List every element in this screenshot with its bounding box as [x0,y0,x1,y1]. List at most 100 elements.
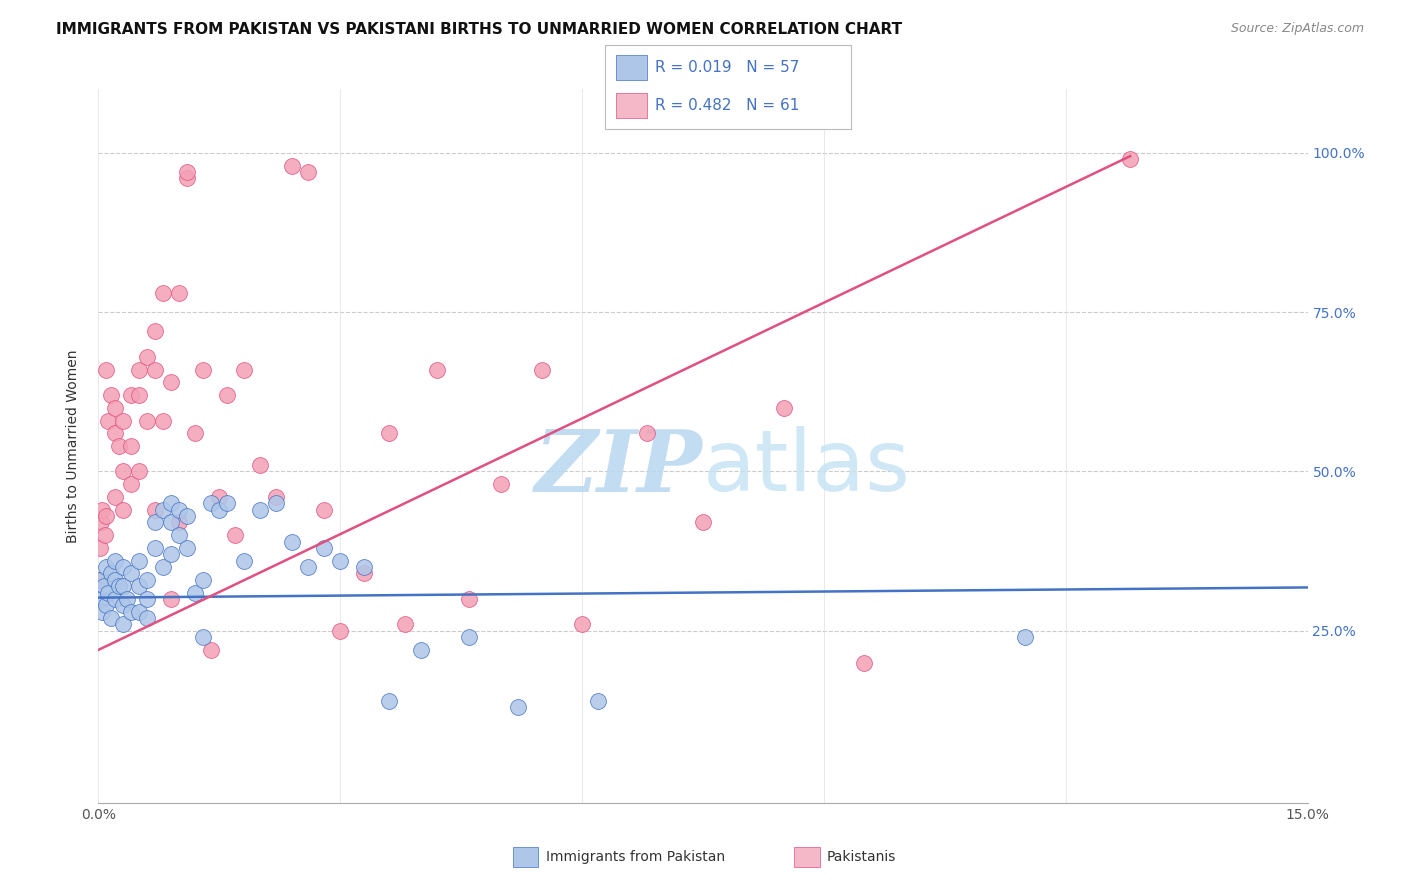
Point [184,426,207,441]
Point [107,579,129,593]
Point [103,401,125,415]
Point [176,171,198,186]
Point [91,502,114,516]
Point [115,591,138,606]
Point [353,560,375,574]
Point [409,643,432,657]
Point [152,502,174,516]
Point [160,496,183,510]
Point [167,516,190,530]
Point [264,496,287,510]
Point [160,376,183,390]
Point [314,541,336,555]
Point [100,611,122,625]
Point [96,509,118,524]
Text: R = 0.482   N = 61: R = 0.482 N = 61 [655,98,800,112]
Point [128,388,150,402]
Point [426,362,449,376]
Point [111,413,134,427]
Point [107,439,129,453]
Point [120,439,142,453]
Point [167,502,190,516]
Point [249,458,271,472]
Point [571,617,593,632]
Point [353,566,375,581]
Point [128,362,150,376]
Point [377,426,399,441]
Point [96,560,118,574]
Point [281,159,304,173]
Text: atlas: atlas [703,425,911,509]
Point [217,496,239,510]
Text: R = 0.019   N = 57: R = 0.019 N = 57 [655,61,800,75]
Y-axis label: Births to Unmarried Women: Births to Unmarried Women [66,350,80,542]
Point [636,426,658,441]
Point [152,560,174,574]
Point [135,413,157,427]
Point [111,502,134,516]
Point [1014,630,1036,644]
Point [232,362,254,376]
Point [200,643,222,657]
Point [93,579,115,593]
Point [135,611,157,625]
Point [530,362,553,376]
Point [491,477,513,491]
Point [394,617,416,632]
Point [111,617,134,632]
Point [314,502,336,516]
Point [135,573,157,587]
Point [176,509,198,524]
Point [100,388,122,402]
Point [128,579,150,593]
Text: ZIP: ZIP [536,425,703,509]
Text: Source: ZipAtlas.com: Source: ZipAtlas.com [1230,22,1364,36]
Point [853,656,876,670]
Text: IMMIGRANTS FROM PAKISTAN VS PAKISTANI BIRTHS TO UNMARRIED WOMEN CORRELATION CHAR: IMMIGRANTS FROM PAKISTAN VS PAKISTANI BI… [56,22,903,37]
Point [772,401,794,415]
Point [128,605,150,619]
Point [143,324,166,338]
Point [128,554,150,568]
Point [506,700,529,714]
Point [100,566,122,581]
Point [103,554,125,568]
Point [329,554,352,568]
Point [193,362,215,376]
Point [97,413,120,427]
Point [176,165,198,179]
Point [120,477,142,491]
Point [377,694,399,708]
Point [120,605,142,619]
Point [89,573,111,587]
Point [143,362,166,376]
Point [297,560,319,574]
Point [96,599,118,613]
Point [208,502,231,516]
Point [143,516,166,530]
Point [111,579,134,593]
Point [297,165,319,179]
Point [281,534,304,549]
Point [91,605,114,619]
Point [217,388,239,402]
Point [111,560,134,574]
Point [224,528,246,542]
Point [96,362,118,376]
Point [90,591,112,606]
Point [208,490,231,504]
Point [111,465,134,479]
Point [152,413,174,427]
Point [103,573,125,587]
Point [160,516,183,530]
Point [103,490,125,504]
Point [135,350,157,364]
Point [1119,153,1142,167]
Point [120,388,142,402]
Point [184,585,207,599]
Point [152,286,174,301]
Point [97,585,120,599]
Point [135,591,157,606]
Point [143,502,166,516]
Point [120,566,142,581]
